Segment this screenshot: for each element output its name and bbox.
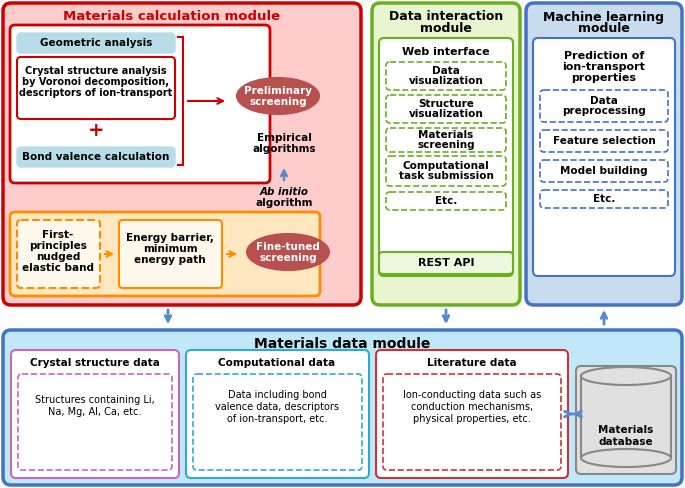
FancyBboxPatch shape [540, 190, 668, 208]
Text: Prediction of: Prediction of [564, 51, 644, 61]
FancyBboxPatch shape [540, 160, 668, 182]
Text: physical properties, etc.: physical properties, etc. [413, 414, 531, 424]
Text: task submission: task submission [399, 171, 493, 181]
Text: Crystal structure data: Crystal structure data [30, 358, 160, 368]
Text: database: database [599, 437, 653, 447]
Text: minimum: minimum [142, 244, 197, 254]
Text: Materials: Materials [599, 425, 653, 435]
FancyBboxPatch shape [386, 95, 506, 123]
Ellipse shape [581, 367, 671, 385]
Text: Crystal structure analysis: Crystal structure analysis [25, 66, 167, 76]
FancyBboxPatch shape [386, 128, 506, 152]
Text: module: module [578, 22, 630, 36]
FancyBboxPatch shape [576, 366, 676, 474]
Text: Etc.: Etc. [593, 194, 615, 204]
FancyBboxPatch shape [376, 350, 568, 478]
Text: First-: First- [42, 230, 73, 240]
Text: Data: Data [590, 96, 618, 106]
Text: screening: screening [417, 140, 475, 150]
Text: Computational: Computational [403, 161, 489, 171]
FancyBboxPatch shape [186, 350, 369, 478]
Ellipse shape [247, 234, 329, 270]
FancyBboxPatch shape [533, 38, 675, 276]
Ellipse shape [237, 78, 319, 114]
Text: Computational data: Computational data [219, 358, 336, 368]
FancyBboxPatch shape [386, 62, 506, 90]
Text: Bond valence calculation: Bond valence calculation [23, 152, 170, 162]
FancyBboxPatch shape [10, 212, 320, 296]
FancyBboxPatch shape [383, 374, 561, 470]
Text: valence data, descriptors: valence data, descriptors [215, 402, 339, 412]
Text: visualization: visualization [409, 109, 484, 119]
FancyBboxPatch shape [10, 25, 270, 183]
Text: visualization: visualization [409, 76, 484, 86]
Text: Structures containing Li,: Structures containing Li, [35, 395, 155, 405]
FancyBboxPatch shape [3, 3, 361, 305]
Text: Feature selection: Feature selection [553, 136, 656, 146]
Text: module: module [420, 22, 472, 36]
Text: ion-transport: ion-transport [562, 62, 645, 72]
Text: elastic band: elastic band [22, 263, 94, 273]
Text: algorithm: algorithm [256, 198, 313, 208]
FancyBboxPatch shape [193, 374, 362, 470]
FancyBboxPatch shape [17, 147, 175, 167]
Text: Energy barrier,: Energy barrier, [126, 233, 214, 243]
Text: Ab initio: Ab initio [260, 187, 308, 197]
FancyBboxPatch shape [526, 3, 682, 305]
Text: Ion-conducting data such as: Ion-conducting data such as [403, 390, 541, 400]
FancyBboxPatch shape [379, 252, 513, 274]
FancyBboxPatch shape [17, 33, 175, 53]
Text: Model building: Model building [560, 166, 648, 176]
Text: preprocessing: preprocessing [562, 106, 646, 116]
Text: screening: screening [249, 97, 307, 107]
Text: by Voronoi decomposition,: by Voronoi decomposition, [23, 77, 169, 87]
Text: Web interface: Web interface [402, 47, 490, 57]
FancyBboxPatch shape [540, 130, 668, 152]
Text: screening: screening [259, 253, 316, 263]
Text: of ion-transport, etc.: of ion-transport, etc. [227, 414, 327, 424]
Ellipse shape [581, 449, 671, 467]
Text: Fine-tuned: Fine-tuned [256, 242, 320, 252]
FancyBboxPatch shape [3, 330, 682, 485]
Text: REST API: REST API [418, 258, 474, 268]
Text: Materials: Materials [419, 130, 473, 140]
Text: nudged: nudged [36, 252, 80, 262]
Text: Geometric analysis: Geometric analysis [40, 38, 152, 48]
Text: Structure: Structure [418, 99, 474, 109]
Text: principles: principles [29, 241, 87, 251]
Text: Preliminary: Preliminary [244, 86, 312, 96]
Text: Data including bond: Data including bond [227, 390, 327, 400]
FancyBboxPatch shape [386, 192, 506, 210]
Text: Data interaction: Data interaction [389, 11, 503, 23]
FancyBboxPatch shape [540, 90, 668, 122]
Text: Etc.: Etc. [435, 196, 457, 206]
Text: Materials data module: Materials data module [254, 337, 431, 351]
Text: energy path: energy path [134, 255, 206, 265]
Text: descriptors of ion-transport: descriptors of ion-transport [19, 88, 173, 98]
FancyBboxPatch shape [386, 156, 506, 186]
Text: Literature data: Literature data [427, 358, 516, 368]
FancyBboxPatch shape [379, 38, 513, 276]
FancyBboxPatch shape [17, 57, 175, 119]
FancyBboxPatch shape [17, 220, 100, 288]
Text: Na, Mg, Al, Ca, etc.: Na, Mg, Al, Ca, etc. [49, 407, 142, 417]
Text: Empirical: Empirical [257, 133, 312, 143]
Text: conduction mechanisms,: conduction mechanisms, [411, 402, 533, 412]
Text: Machine learning: Machine learning [543, 11, 664, 23]
FancyBboxPatch shape [581, 376, 671, 458]
FancyBboxPatch shape [18, 374, 172, 470]
Text: properties: properties [571, 73, 636, 83]
Text: algorithms: algorithms [252, 144, 316, 154]
Text: Data: Data [432, 66, 460, 76]
FancyBboxPatch shape [119, 220, 222, 288]
Text: +: + [88, 121, 104, 140]
FancyBboxPatch shape [11, 350, 179, 478]
FancyBboxPatch shape [372, 3, 520, 305]
Text: Materials calculation module: Materials calculation module [63, 9, 279, 22]
